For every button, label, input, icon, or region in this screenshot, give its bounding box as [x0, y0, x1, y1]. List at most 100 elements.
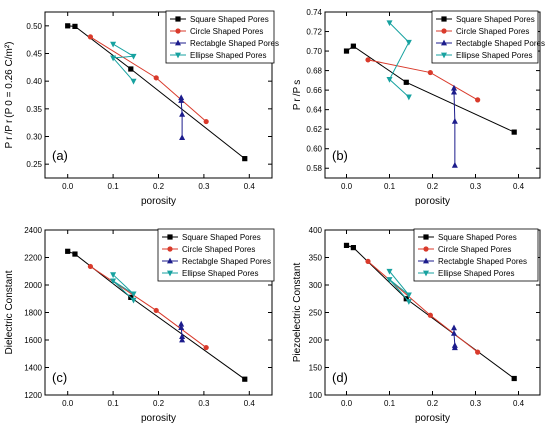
- data-point: [451, 161, 458, 168]
- y-tick-label: 0.62: [306, 125, 322, 134]
- data-point: [203, 344, 209, 351]
- data-point: [130, 53, 137, 60]
- y-tick-label: 0.58: [306, 164, 322, 173]
- legend-marker: [175, 16, 181, 22]
- y-tick-label: 0.64: [306, 106, 322, 115]
- data-point: [110, 41, 117, 48]
- legend-label: Square Shaped Pores: [456, 15, 535, 24]
- x-tick-label: 0.2: [153, 182, 165, 191]
- data-point: [451, 84, 457, 91]
- legend-label: Ellipse Shaped Pores: [456, 51, 533, 60]
- data-point: [350, 43, 356, 49]
- legend-marker: [423, 270, 429, 277]
- y-tick-label: 0.74: [306, 8, 322, 17]
- data-point: [451, 117, 458, 124]
- legend-marker: [441, 52, 447, 59]
- legend-label: Rectabgle Shaped Pores: [438, 257, 527, 266]
- data-point: [427, 69, 433, 76]
- data-point: [511, 129, 517, 135]
- series-line: [389, 270, 410, 302]
- data-point: [110, 278, 117, 285]
- legend-marker: [167, 270, 173, 277]
- data-point: [405, 39, 412, 46]
- chart-panel: 0.0 0.1 0.2 0.3 0.4 0.58 0.60 0.62 0.64 0.66 0.68 0…: [292, 8, 545, 207]
- legend-label: Circle Shaped Pores: [182, 245, 255, 254]
- legend-box: [157, 228, 275, 282]
- series-line: [180, 97, 183, 138]
- y-axis-label: Piezoelectric Constant: [292, 263, 303, 363]
- y-axis-label: P r /P r (P 0 = 0.26 C/m²): [4, 42, 15, 149]
- y-tick-label: 0.30: [26, 133, 42, 142]
- y-axis-label: P r /P s: [292, 80, 303, 110]
- legend-marker: [175, 52, 181, 59]
- legend-marker: [175, 39, 181, 46]
- data-point: [386, 76, 393, 83]
- data-point: [178, 97, 185, 103]
- x-tick-label: 0.3: [470, 399, 482, 408]
- legend-label: Rectabgle Shaped Pores: [190, 39, 279, 48]
- data-point: [130, 291, 137, 298]
- data-point: [343, 242, 350, 248]
- y-axis-label: Dielectric Constant: [4, 270, 15, 354]
- x-tick-label: 0.2: [427, 399, 439, 408]
- y-tick-label: 0.35: [26, 105, 42, 114]
- data-point: [511, 375, 517, 382]
- x-tick-label: 0.0: [341, 182, 353, 191]
- data-point: [242, 376, 248, 382]
- legend-marker: [423, 246, 429, 252]
- data-point: [65, 248, 71, 254]
- legend-marker: [441, 16, 447, 22]
- legend-label: Rectabgle Shaped Pores: [182, 257, 271, 266]
- series-line: [388, 22, 410, 98]
- data-point: [130, 78, 137, 85]
- data-point: [203, 118, 209, 125]
- y-tick-label: 1200: [24, 391, 42, 400]
- legend-label: Ellipse Shaped Pores: [190, 51, 267, 60]
- y-tick-label: 1600: [24, 336, 42, 345]
- series-line: [453, 88, 456, 166]
- legend: Square Shaped Pores Circle Shaped Pores Re…: [157, 228, 275, 282]
- series-line: [67, 25, 246, 160]
- series-line: [346, 45, 515, 133]
- x-tick-label: 0.2: [427, 182, 439, 191]
- chart-panel: 0.0 0.1 0.2 0.3 0.4 1200 1400 1600 1800 2000 2200 2…: [4, 226, 275, 424]
- legend-label: Rectabgle Shaped Pores: [456, 39, 545, 48]
- x-tick-label: 0.0: [62, 399, 74, 408]
- panel-letter: (d): [332, 370, 348, 385]
- data-point: [451, 330, 457, 336]
- legend-marker: [175, 28, 181, 34]
- x-tick-label: 0.0: [341, 399, 353, 408]
- y-tick-label: 0.25: [26, 160, 42, 169]
- data-point: [427, 312, 433, 318]
- panel-letter: (a): [52, 148, 68, 163]
- data-point: [350, 245, 356, 251]
- y-tick-label: 0.72: [306, 28, 322, 37]
- x-tick-label: 0.1: [108, 399, 120, 408]
- legend-label: Square Shaped Pores: [182, 233, 261, 242]
- data-point: [451, 324, 457, 331]
- x-tick-label: 0.4: [244, 182, 256, 191]
- y-tick-label: 400: [309, 226, 323, 235]
- legend-box: [413, 228, 539, 282]
- y-tick-label: 200: [309, 336, 323, 345]
- x-tick-label: 0.3: [470, 182, 482, 191]
- legend: Square Shaped Pores Circle Shaped Pores Re…: [165, 10, 279, 64]
- data-point: [110, 55, 117, 62]
- legend: Square Shaped Pores Circle Shaped Pores Re…: [431, 10, 545, 64]
- y-tick-label: 0.68: [306, 67, 322, 76]
- legend-marker: [441, 28, 447, 34]
- y-tick-label: 150: [309, 364, 323, 373]
- legend-label: Circle Shaped Pores: [438, 245, 511, 254]
- x-axis-label: porosity: [141, 413, 176, 424]
- data-point: [179, 110, 186, 117]
- legend-box: [165, 10, 275, 64]
- y-tick-label: 0.60: [306, 145, 322, 154]
- data-point: [475, 349, 481, 355]
- data-point: [451, 88, 457, 95]
- data-point: [405, 299, 412, 305]
- data-point: [178, 320, 185, 327]
- x-tick-label: 0.4: [244, 399, 256, 408]
- data-point: [365, 258, 371, 264]
- y-tick-label: 0.45: [26, 50, 42, 59]
